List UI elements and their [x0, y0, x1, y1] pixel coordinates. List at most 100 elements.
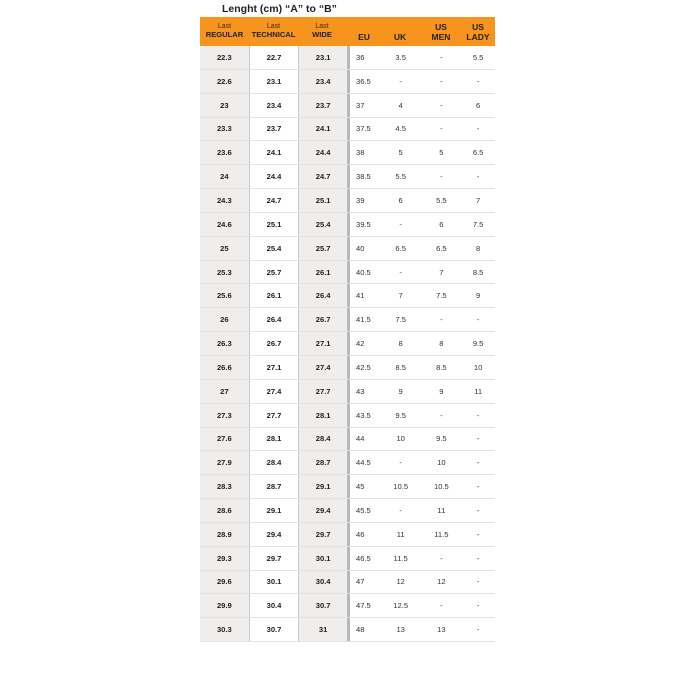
cell-eu: 40.5 — [355, 267, 371, 277]
cell-last-technical: 26.4 — [250, 308, 300, 332]
cell-eu: 41.5 — [355, 315, 371, 325]
cell-us-men: 8.5 — [436, 362, 447, 372]
cell-last-technical: 26.7 — [250, 332, 300, 355]
cell-last-wide: 29.4 — [299, 499, 350, 522]
cell-us-men: 10.5 — [433, 482, 449, 492]
cell-last-technical: 29.7 — [250, 546, 300, 570]
cell-last-technical: 24.7 — [250, 189, 300, 212]
cell-us-lady: 11 — [474, 386, 483, 396]
table-row: 23 23.4 23.7 37 4 - 6 — [200, 93, 495, 118]
cell-us-men: 11.5 — [434, 529, 449, 539]
table-row: 28.9 29.4 29.7 46 11 11.5 - — [200, 522, 495, 547]
cell-eu: 37.5 — [355, 124, 371, 134]
cell-last-regular: 26 — [200, 308, 250, 332]
cell-uk: 5.5 — [395, 172, 406, 182]
cell-us-lady: - — [476, 172, 480, 182]
table-row: 29.6 30.1 30.4 47 12 12 - — [200, 570, 495, 595]
cell-eu: 36.5 — [355, 76, 371, 86]
size-chart-table: Last REGULAR Last TECHNICAL Last WIDE EU UK… — [200, 17, 495, 643]
cell-last-wide: 26.1 — [299, 260, 350, 284]
table-row: 27.3 27.7 28.1 43.5 9.5 - - — [200, 403, 495, 428]
cell-us-men: 9.5 — [436, 434, 447, 444]
cell-eu: 44 — [355, 434, 365, 444]
header-label: WIDE — [312, 30, 332, 40]
cell-us-men: 8 — [439, 339, 444, 349]
cell-last-wide: 28.4 — [299, 427, 350, 451]
cell-last-regular: 27 — [200, 379, 250, 403]
cell-last-wide: 27.7 — [299, 379, 350, 403]
cell-last-regular: 23 — [200, 93, 250, 117]
cell-uk: 10 — [396, 434, 405, 444]
cell-uk: 12 — [396, 577, 405, 587]
cell-last-technical: 25.1 — [250, 212, 300, 236]
header-label: US — [435, 22, 447, 33]
cell-last-technical: 27.7 — [250, 403, 300, 427]
cell-last-wide: 27.1 — [299, 332, 350, 355]
cell-last-technical: 29.1 — [250, 499, 300, 522]
cell-eu: 38.5 — [355, 172, 371, 182]
cell-last-regular: 22.6 — [200, 69, 250, 93]
cell-us-men: 7.5 — [436, 291, 447, 301]
cell-last-regular: 28.6 — [200, 499, 250, 522]
table-row: 23.3 23.7 24.1 37.5 4.5 - - — [200, 117, 495, 142]
cell-uk: 9.5 — [395, 410, 406, 420]
header-label: MEN — [431, 32, 451, 43]
cell-eu: 43.5 — [355, 410, 371, 420]
cell-uk: 8 — [398, 339, 403, 349]
cell-uk: 11 — [396, 529, 405, 539]
cell-us-lady: - — [476, 124, 480, 134]
cell-us-lady: - — [476, 458, 480, 468]
cell-last-technical: 29.4 — [250, 522, 300, 546]
cell-last-regular: 29.9 — [200, 594, 250, 618]
cell-last-regular: 27.3 — [200, 403, 250, 427]
cell-last-wide: 28.1 — [299, 403, 350, 427]
cell-eu: 45 — [355, 482, 365, 492]
chart-title: Lenght (cm) “A” to “B” — [222, 3, 337, 15]
table-row: 24.3 24.7 25.1 39 6 5.5 7 — [200, 189, 495, 213]
table-row: 25.3 25.7 26.1 40.5 - 7 8.5 — [200, 260, 495, 285]
cell-last-technical: 30.1 — [250, 570, 300, 594]
cell-eu: 43 — [355, 386, 365, 396]
cell-eu: 37 — [355, 100, 365, 110]
cell-us-men: 11 — [437, 505, 446, 515]
cell-last-wide: 29.7 — [299, 522, 350, 546]
cell-uk: 8.5 — [395, 362, 406, 372]
cell-us-men: - — [440, 124, 443, 134]
cell-last-regular: 22.3 — [200, 46, 250, 69]
cell-last-wide: 28.7 — [299, 451, 350, 475]
cell-last-technical: 22.7 — [250, 46, 300, 69]
cell-uk: 7 — [398, 291, 403, 301]
cell-us-lady: - — [476, 482, 480, 492]
cell-us-lady: - — [476, 625, 480, 635]
cell-eu: 42 — [355, 339, 365, 349]
cell-last-regular: 24.6 — [200, 212, 250, 236]
table-row: 28.3 28.7 29.1 45 10.5 10.5 - — [200, 475, 495, 500]
cell-uk: - — [399, 458, 402, 468]
cell-last-wide: 29.1 — [299, 475, 350, 499]
cell-last-technical: 30.4 — [250, 594, 300, 618]
cell-last-wide: 26.4 — [299, 284, 350, 308]
table-row: 22.3 22.7 23.1 36 3.5 - 5.5 — [200, 46, 495, 70]
cell-last-regular: 25 — [200, 236, 250, 260]
cell-us-lady: - — [476, 553, 480, 563]
table-row: 27 27.4 27.7 43 9 9 11 — [200, 379, 495, 404]
cell-us-lady: - — [476, 577, 480, 587]
table-header: Last REGULAR Last TECHNICAL Last WIDE EU UK… — [200, 17, 495, 46]
header-last-regular: Last REGULAR — [200, 17, 249, 46]
cell-us-men: 6 — [439, 219, 444, 229]
cell-us-men: 5.5 — [436, 195, 447, 205]
table-row: 25.6 26.1 26.4 41 7 7.5 9 — [200, 284, 495, 309]
cell-last-technical: 28.7 — [250, 475, 300, 499]
cell-eu: 44.5 — [355, 458, 371, 468]
cell-uk: 13 — [396, 625, 405, 635]
cell-us-lady: 5.5 — [472, 52, 484, 62]
table-row: 30.3 30.7 31 48 13 13 - — [200, 618, 495, 643]
cell-us-men: - — [440, 52, 443, 62]
cell-last-technical: 24.1 — [250, 141, 300, 165]
cell-uk: 5 — [398, 148, 403, 158]
table-row: 23.6 24.1 24.4 38 5 5 6.5 — [200, 141, 495, 166]
cell-uk: 11.5 — [393, 553, 408, 563]
header-us-men: US MEN — [421, 17, 461, 46]
cell-eu: 47 — [355, 577, 365, 587]
cell-us-lady: 7 — [476, 195, 481, 205]
